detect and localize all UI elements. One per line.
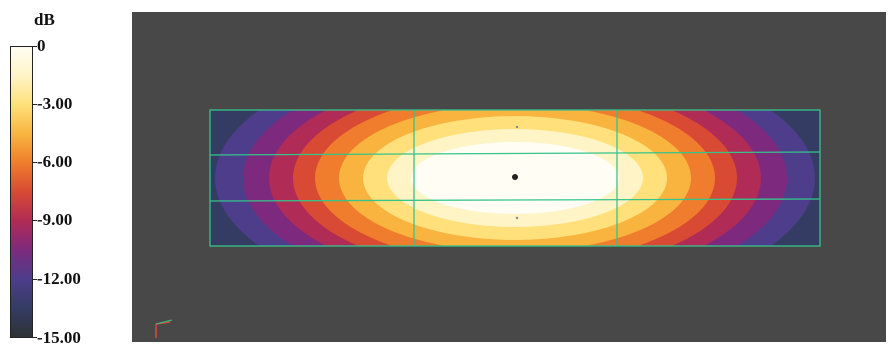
legend-label-minus-6: -6.00: [37, 152, 73, 171]
legend-label-minus-9: -9.00: [37, 210, 73, 229]
legend-tick: [33, 220, 37, 221]
legend-color-bar: [10, 46, 33, 338]
center-marker-icon[interactable]: [512, 174, 518, 180]
legend-tick: [33, 46, 37, 47]
legend-label-0: 0: [37, 36, 46, 55]
room-outline: [209, 109, 821, 247]
axis-triad-icon: [155, 319, 173, 338]
point-marker-icon: [515, 216, 519, 220]
legend-label-minus-3: -3.00: [37, 94, 73, 113]
contour-plot-svg: [155, 109, 821, 338]
legend-unit-label: dB: [34, 10, 55, 29]
legend-label-minus-15: -15.00: [37, 328, 81, 345]
legend-tick: [33, 337, 37, 338]
grid-line-h1: [209, 151, 821, 156]
legend-label-minus-12: -12.00: [37, 269, 81, 288]
legend-tick: [33, 162, 37, 163]
contour-plot-area[interactable]: [132, 12, 886, 342]
legend-tick: [33, 279, 37, 280]
legend-tick: [33, 104, 37, 105]
point-marker-icon: [515, 125, 519, 129]
grid-line-h2: [209, 198, 821, 202]
grid-lines: [209, 109, 821, 247]
